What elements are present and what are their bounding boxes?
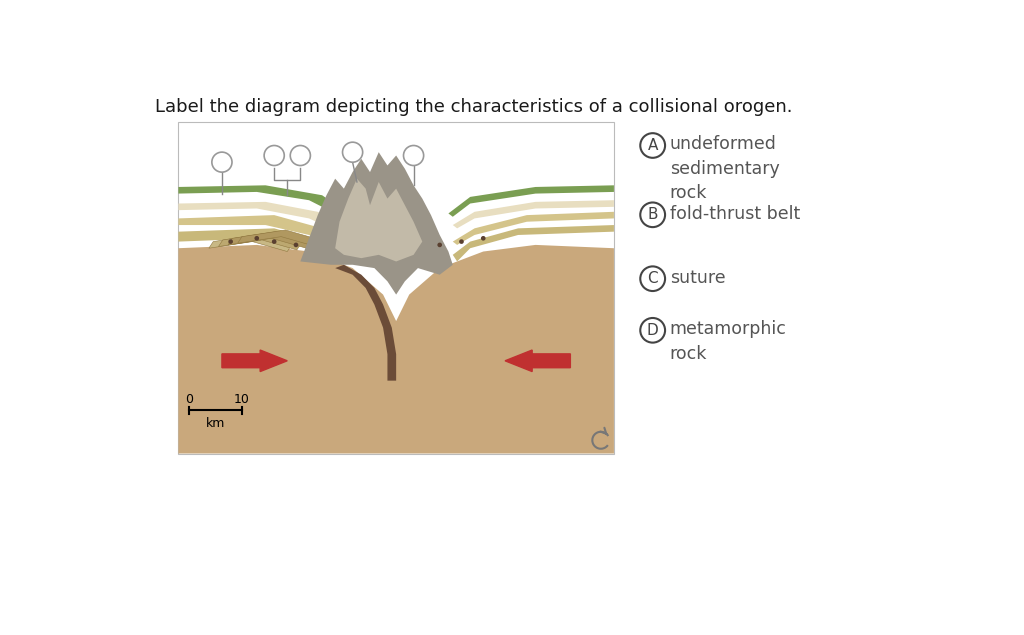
- Circle shape: [640, 267, 665, 291]
- Polygon shape: [300, 152, 453, 295]
- Circle shape: [228, 239, 233, 244]
- Circle shape: [403, 145, 424, 166]
- Text: km: km: [206, 417, 225, 430]
- FancyArrow shape: [505, 350, 570, 371]
- Bar: [178, 123, 614, 453]
- Text: fold-thrust belt: fold-thrust belt: [670, 205, 800, 223]
- Circle shape: [212, 152, 232, 172]
- Text: D: D: [647, 323, 658, 338]
- Circle shape: [271, 239, 276, 244]
- Circle shape: [254, 236, 259, 241]
- Polygon shape: [178, 245, 614, 453]
- Polygon shape: [453, 212, 614, 245]
- Circle shape: [290, 145, 310, 166]
- Polygon shape: [178, 215, 340, 245]
- Circle shape: [342, 142, 362, 162]
- Polygon shape: [209, 235, 292, 251]
- Text: metamorphic
rock: metamorphic rock: [670, 320, 786, 363]
- Text: 0: 0: [185, 393, 194, 406]
- Text: A: A: [647, 138, 657, 153]
- Text: Label the diagram depicting the characteristics of a collisional orogen.: Label the diagram depicting the characte…: [155, 98, 793, 116]
- Circle shape: [294, 243, 298, 247]
- Circle shape: [459, 239, 464, 244]
- Circle shape: [481, 236, 485, 241]
- Text: undeformed
sedimentary
rock: undeformed sedimentary rock: [670, 135, 779, 202]
- Text: suture: suture: [670, 269, 725, 286]
- Polygon shape: [178, 229, 344, 262]
- Polygon shape: [453, 225, 614, 262]
- Polygon shape: [178, 202, 340, 229]
- FancyArrow shape: [222, 350, 288, 371]
- Circle shape: [640, 203, 665, 227]
- Polygon shape: [453, 200, 614, 229]
- Circle shape: [640, 133, 665, 158]
- Polygon shape: [218, 233, 301, 250]
- Polygon shape: [335, 178, 422, 262]
- Polygon shape: [449, 185, 614, 217]
- Circle shape: [640, 318, 665, 343]
- Text: B: B: [647, 207, 658, 222]
- Polygon shape: [228, 232, 310, 248]
- Polygon shape: [335, 265, 396, 380]
- Polygon shape: [178, 185, 344, 213]
- Polygon shape: [238, 230, 321, 246]
- Text: 10: 10: [233, 393, 250, 406]
- Circle shape: [437, 243, 442, 247]
- Text: C: C: [647, 271, 658, 286]
- Circle shape: [264, 145, 285, 166]
